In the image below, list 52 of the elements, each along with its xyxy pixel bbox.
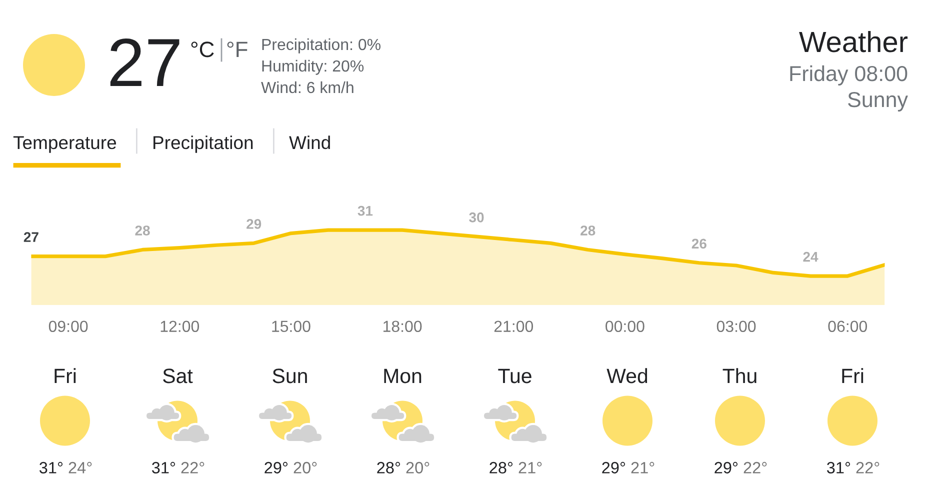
data-label: 28° [377,462,400,474]
text: Humidity: 20% [262,60,364,75]
data-label: 21° [631,462,654,474]
text: Weather [799,30,908,52]
data-label: 26 [692,238,706,249]
data-label: 28 [580,226,596,236]
text: °F [227,42,248,57]
category-label: Fri [842,368,864,383]
data-label: 31° [826,462,850,474]
x-tick-label: 12:00 [160,320,200,332]
text: Wind [289,136,330,150]
data-label: 24° [68,462,92,474]
category-label: Mon [384,368,422,384]
data-label: 29 [246,219,262,229]
x-tick-label: 18:00 [383,320,422,332]
x-tick-label: 06:00 [828,320,868,332]
category-label: Thu [722,368,756,384]
text: °C [191,42,214,58]
data-label: 20° [406,462,430,474]
data-label: 20° [294,462,317,474]
category-label: Tue [498,368,532,384]
data-label: 21° [518,462,542,474]
data-label: 28° [490,462,513,474]
x-tick-label: 00:00 [606,320,644,332]
text: Friday 08:00 [790,65,908,86]
x-tick-label: 15:00 [272,320,310,332]
x-tick-label: 09:00 [48,320,88,332]
data-label: 24 [803,252,818,262]
data-label: 30 [469,212,484,222]
data-label: 22° [744,462,767,474]
text: Temperature [13,136,116,153]
text: Sunny [848,92,908,112]
category-label: Wed [606,368,648,384]
data-label: 29° [264,462,288,474]
data-label: 31 [358,206,373,216]
text: Precipitation: 0% [262,38,380,54]
data-label: 28 [135,226,150,236]
x-tick-label: 03:00 [716,320,756,332]
x-tick-label: 21:00 [494,320,534,332]
text: Wind: 6 km/h [261,81,354,94]
category-label: Sun [272,368,307,384]
data-label: 31° [152,462,176,474]
data-label: 27 [24,232,38,242]
category-label: Sat [163,368,193,384]
data-label: 22° [181,462,204,474]
data-label: 31° [39,462,63,474]
data-label: 29° [714,462,738,474]
text: 27 [110,38,180,86]
category-label: Fri [54,368,76,383]
text: Precipitation [154,136,253,153]
data-label: 29° [602,462,626,474]
data-label: 22° [856,462,880,474]
